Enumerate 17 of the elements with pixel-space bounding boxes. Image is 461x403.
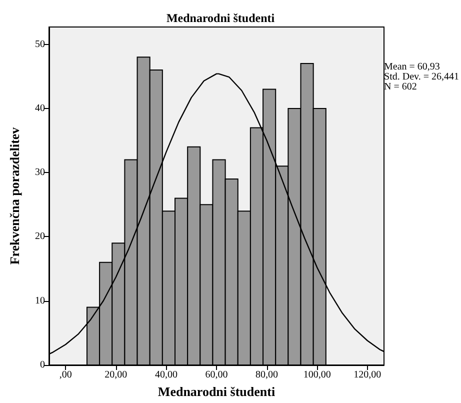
y-tick-label: 50 [35, 38, 45, 50]
y-tick-label: 30 [35, 167, 45, 178]
y-tick-label: 40 [35, 102, 45, 114]
x-axis-title: Mednarodni študenti [158, 384, 276, 399]
annotation: Mean = 60,93 Std. Dev. = 26,441 N = 602 [384, 62, 460, 92]
x-tick-label: 80,00 [256, 370, 278, 380]
x-tick-label: 20,00 [104, 370, 128, 380]
x-tick-label: 100,00 [303, 370, 331, 380]
y-tick-label: 10 [35, 295, 45, 306]
chart-title: Mednarodni študenti [166, 11, 276, 25]
y-tick-label: 0 [40, 360, 45, 370]
x-tick-label: 60,00 [205, 370, 228, 380]
x-tick-label: 120,00 [354, 370, 382, 380]
y-tick-label: 20 [35, 231, 45, 242]
y-axis-title: Frekvenčna porazdelitev [7, 126, 22, 265]
x-tick-label: 40,00 [154, 370, 178, 380]
x-tick-label: ,00 [59, 370, 72, 380]
